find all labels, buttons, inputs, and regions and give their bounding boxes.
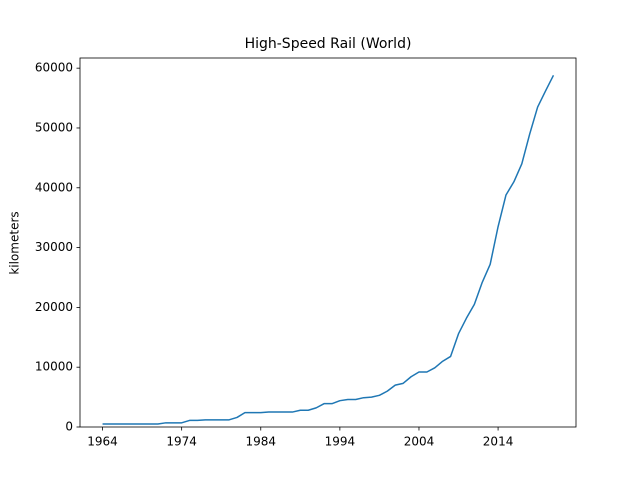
x-tick-label: 1994 — [325, 435, 356, 449]
y-tick-label: 20000 — [35, 300, 73, 314]
x-tick-label: 1964 — [87, 435, 118, 449]
x-tick-label: 2014 — [483, 435, 514, 449]
y-axis-label: kilometers — [8, 211, 22, 274]
y-tick-label: 40000 — [35, 180, 73, 194]
y-tick-label: 10000 — [35, 360, 73, 374]
axes-frame — [79, 57, 577, 428]
y-tick-label: 30000 — [35, 240, 73, 254]
x-tick-label: 1984 — [245, 435, 276, 449]
chart-title: High-Speed Rail (World) — [245, 36, 412, 52]
line-series — [102, 75, 555, 425]
x-tick-label: 1974 — [166, 435, 197, 449]
x-tick-label: 2004 — [404, 435, 435, 449]
y-tick-label: 50000 — [35, 120, 73, 134]
y-tick-label: 0 — [65, 420, 73, 434]
y-tick-label: 60000 — [35, 61, 73, 75]
